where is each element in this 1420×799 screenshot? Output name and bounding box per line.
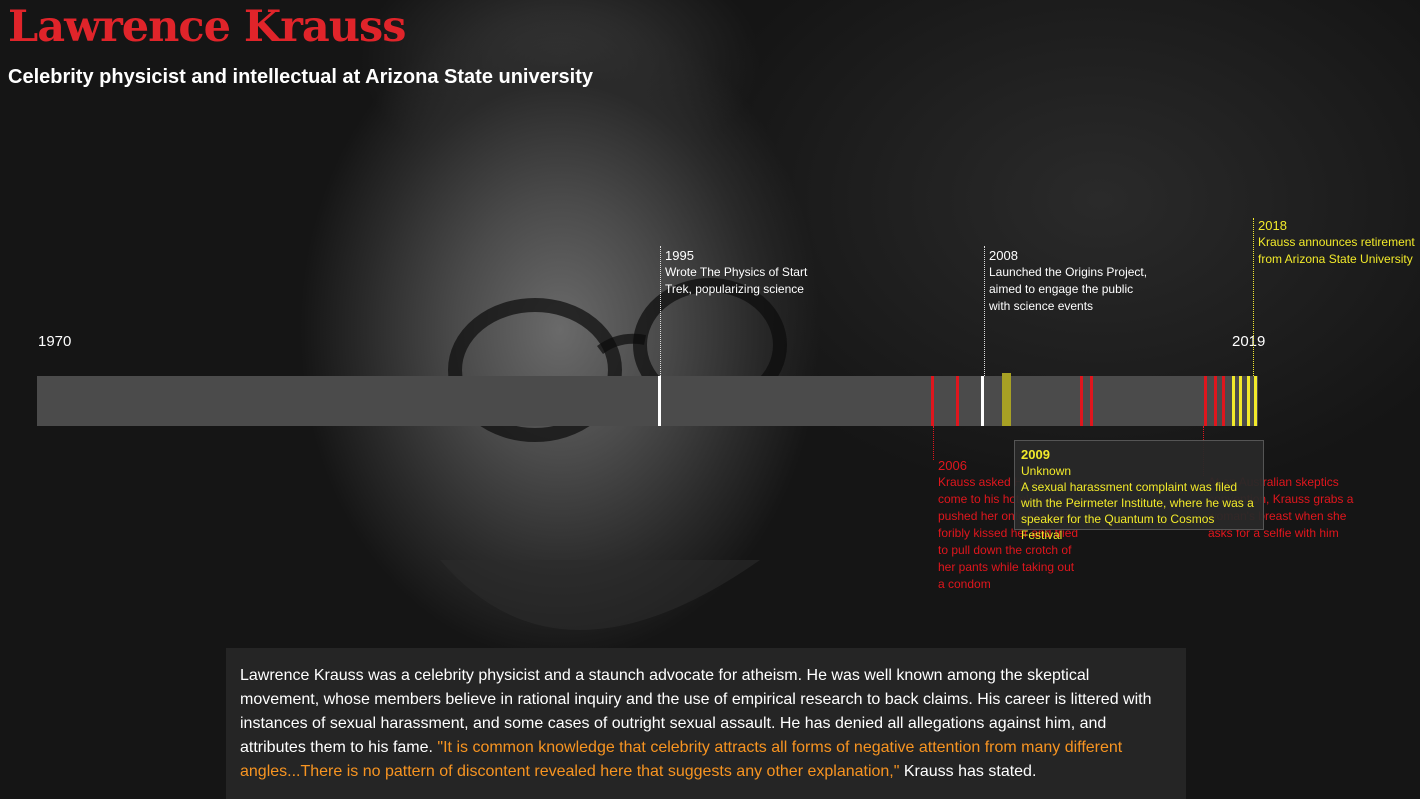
annotation-2018: 2018 Krauss announces retirement from Ar… — [1258, 217, 1418, 268]
annotation-1995: 1995 Wrote The Physics of Start Trek, po… — [665, 247, 815, 298]
annotation-year: 1995 — [665, 248, 694, 263]
timeline-start-year: 1970 — [38, 333, 72, 350]
annotation-year: 2006 — [938, 458, 967, 473]
timeline-bar — [37, 373, 1258, 426]
timeline-tick-harassment[interactable] — [1247, 376, 1250, 426]
timeline-tick-assault[interactable] — [1090, 376, 1093, 426]
annotation-year: 2008 — [989, 248, 1018, 263]
annotation-year: 2018 — [1258, 218, 1287, 233]
timeline-tick-assault[interactable] — [1214, 376, 1217, 426]
tooltip-year: 2009 — [1021, 447, 1050, 462]
annotation-text: Krauss announces retirement from Arizona… — [1258, 235, 1415, 266]
page-subtitle: Celebrity physicist and intellectual at … — [8, 66, 593, 88]
tooltip-category: Unknown — [1021, 464, 1072, 478]
timeline-tick-harassment[interactable] — [1239, 376, 1242, 426]
leader-line-2006 — [933, 426, 934, 460]
timeline-tick-career[interactable] — [658, 376, 661, 426]
page-title: Lawrence Krauss — [8, 2, 406, 52]
annotation-text: Wrote The Physics of Start Trek, popular… — [665, 265, 808, 296]
summary-text: Lawrence Krauss was a celebrity physicis… — [240, 667, 1152, 756]
timeline-tick-harassment[interactable] — [1254, 376, 1257, 426]
timeline-tick-assault[interactable] — [1204, 376, 1207, 426]
timeline-tick-harassment[interactable] — [1232, 376, 1235, 426]
tooltip-text: A sexual harassment complaint was filed … — [1021, 480, 1254, 542]
leader-line-2008 — [984, 246, 985, 376]
summary-quote-suffix: Krauss has stated. — [899, 763, 1037, 780]
timeline-tick-career[interactable] — [981, 376, 984, 426]
timeline-tick-assault[interactable] — [931, 376, 934, 426]
annotation-2008: 2008 Launched the Origins Project, aimed… — [989, 247, 1154, 315]
timeline-tick-assault[interactable] — [956, 376, 959, 426]
event-tooltip: 2009 Unknown A sexual harassment complai… — [1014, 440, 1264, 542]
timeline-tick-selected[interactable] — [1002, 373, 1011, 426]
summary-quote: "It is common knowledge that celebrity a… — [240, 739, 1123, 780]
leader-line-1995 — [660, 246, 661, 376]
timeline-tick-assault[interactable] — [1080, 376, 1083, 426]
timeline-tick-assault[interactable] — [1222, 376, 1225, 426]
annotation-text: Launched the Origins Project, aimed to e… — [989, 265, 1148, 313]
timeline-end-year: 2019 — [1232, 333, 1266, 350]
summary-panel: Lawrence Krauss was a celebrity physicis… — [226, 648, 1186, 799]
leader-line-2018 — [1253, 218, 1254, 376]
